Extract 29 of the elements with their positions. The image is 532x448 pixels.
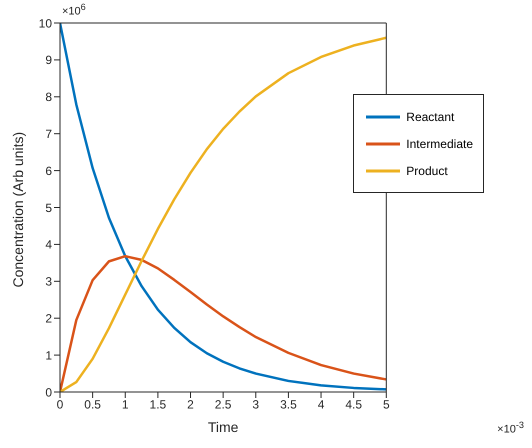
text: ×10$^{-3}$ — [497, 420, 524, 436]
x-axis-title: Time — [208, 419, 239, 435]
legend-label: Intermediate — [406, 136, 473, 152]
y-axis-title: Concentration (Arb units) — [10, 132, 26, 288]
y-tick-label: 0 — [45, 385, 52, 400]
x-tick-label: 0.5 — [84, 398, 102, 412]
legend-label: Reactant — [406, 108, 454, 126]
y-tick-label: 9 — [45, 53, 52, 68]
y-tick-label: 4 — [45, 238, 52, 252]
text: ×10$^{6}$ — [62, 2, 86, 18]
x-tick-label: 5 — [382, 398, 390, 412]
y-tick-label: 5 — [45, 200, 52, 215]
y-tick-label: 10 — [38, 16, 52, 30]
x-tick-label: 1 — [122, 398, 129, 412]
x-tick-label: 3 — [252, 398, 260, 412]
y-tick-label: 6 — [45, 164, 52, 178]
x-tick-label: 4.5 — [345, 398, 362, 412]
x-tick-label: 3.5 — [280, 398, 298, 412]
y-tick-label: 8 — [45, 90, 52, 104]
legend-label: Product — [406, 162, 448, 180]
y-tick-label: 7 — [45, 126, 52, 141]
x-tick-label: 4 — [318, 398, 325, 412]
y-tick-label: 3 — [45, 274, 52, 289]
x-tick-label: 0 — [56, 398, 64, 412]
x-tick-label: 1.5 — [150, 398, 167, 412]
x-tick-label: 2.5 — [214, 398, 232, 412]
y-tick-label: 2 — [45, 311, 52, 326]
x-tick-label: 2 — [187, 398, 194, 412]
y-tick-label: 1 — [45, 348, 52, 362]
